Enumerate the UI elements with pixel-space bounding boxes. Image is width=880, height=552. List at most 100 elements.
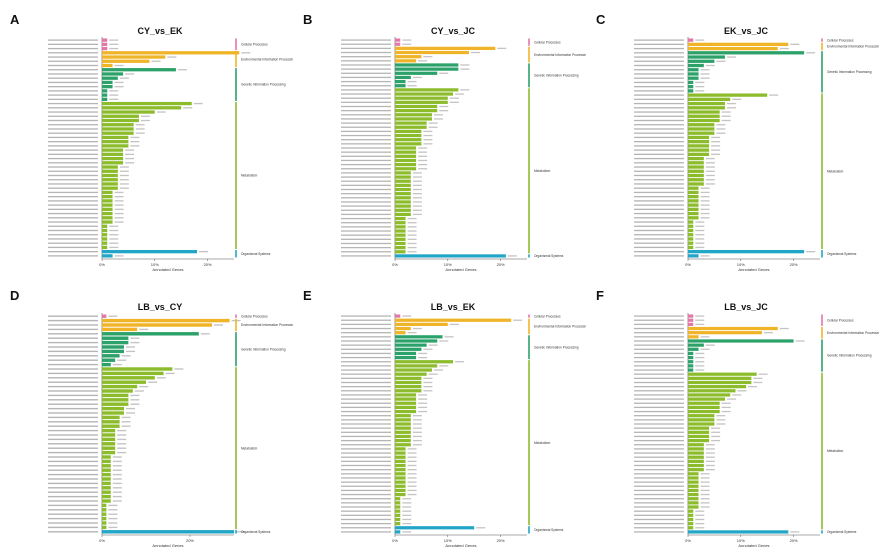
pathway-label-placeholder <box>634 365 684 367</box>
pathway-label-placeholder <box>634 477 684 479</box>
panel-letter: A <box>10 12 20 27</box>
value-label-placeholder <box>711 136 721 139</box>
bar <box>688 463 704 468</box>
pathway-label-placeholder <box>634 315 684 317</box>
pathway-label-placeholder <box>634 195 684 198</box>
bar <box>102 152 124 156</box>
panel-c: C EK_vs_JC Cellular Processes Environment… <box>586 0 879 276</box>
pathway-label-placeholder <box>48 328 98 331</box>
value-label-placeholder <box>700 204 710 206</box>
bar <box>395 372 427 376</box>
bar <box>395 229 406 233</box>
value-label-placeholder <box>214 324 223 326</box>
pathway-label-placeholder <box>341 205 391 207</box>
bar <box>688 530 789 534</box>
value-label-placeholder <box>112 469 122 471</box>
bar <box>395 171 411 175</box>
value-label-placeholder <box>700 73 710 75</box>
bar <box>102 80 113 85</box>
value-label-placeholder <box>721 410 731 413</box>
bar <box>395 414 411 418</box>
value-label-placeholder <box>795 340 805 342</box>
bar <box>102 455 111 459</box>
value-label-placeholder <box>114 217 124 219</box>
pathway-label-placeholder <box>341 477 391 479</box>
bar <box>102 169 118 173</box>
bar <box>688 335 699 339</box>
bar <box>395 59 417 63</box>
value-label-placeholder <box>700 489 710 492</box>
panel-f: F LB_vs_JC Cellular Processes Environment… <box>586 276 879 552</box>
value-label-placeholder <box>130 399 140 401</box>
panel-title: EK_vs_JC <box>723 26 769 36</box>
bar <box>688 76 699 80</box>
bar <box>688 476 699 480</box>
bar <box>102 68 176 72</box>
bar-chart: Cellular Processes Environmental Informat… <box>48 37 293 272</box>
pathway-label-placeholder <box>634 60 684 62</box>
bar <box>102 140 129 144</box>
pathway-label-placeholder <box>48 47 98 50</box>
bar <box>688 156 704 161</box>
value-label-placeholder <box>130 403 140 405</box>
bar <box>102 161 124 165</box>
pathway-label-placeholder <box>48 465 98 467</box>
value-label-placeholder <box>695 225 705 227</box>
bar <box>102 336 129 340</box>
pathway-label-placeholder <box>48 487 98 489</box>
value-label-placeholder <box>418 394 428 396</box>
bar <box>688 190 699 195</box>
bar <box>395 343 427 347</box>
pathway-label-placeholder <box>341 514 391 516</box>
value-label-placeholder <box>119 187 129 189</box>
bar <box>688 360 694 364</box>
bar <box>395 200 411 204</box>
value-label-placeholder <box>407 217 417 220</box>
bar <box>102 254 113 258</box>
bar <box>688 318 694 322</box>
bar <box>102 101 192 106</box>
value-label-placeholder <box>117 451 127 454</box>
pathway-label-placeholder <box>341 139 391 141</box>
pathway-label-placeholder <box>48 90 98 92</box>
group-label-environmental-information-processing: Environmental Information Processing <box>241 323 293 327</box>
pathway-label-placeholder <box>48 315 98 317</box>
bar <box>102 55 166 59</box>
pathway-label-placeholder <box>48 443 98 445</box>
pathway-label-placeholder <box>48 39 98 41</box>
pathway-label-placeholder <box>48 390 98 392</box>
bar <box>102 127 134 131</box>
bar <box>395 192 411 196</box>
pathway-label-placeholder <box>341 402 391 404</box>
bar <box>395 368 432 372</box>
panel-title: CY_vs_JC <box>430 26 476 36</box>
value-label-placeholder <box>112 456 122 458</box>
x-axis-label: Annotated Genes <box>152 543 183 548</box>
pathway-label-placeholder <box>341 473 391 475</box>
value-label-placeholder <box>114 255 124 257</box>
group-label-environmental-information-processing: Environmental Information Processing <box>534 325 586 329</box>
bar <box>395 133 422 138</box>
pathway-label-placeholder <box>634 170 684 172</box>
x-tick-label: 0% <box>392 262 398 267</box>
value-label-placeholder <box>407 234 417 236</box>
pathway-label-placeholder <box>341 352 391 355</box>
bar <box>102 216 113 220</box>
pathway-label-placeholder <box>48 495 98 498</box>
value-label-placeholder <box>407 485 417 487</box>
value-label-placeholder <box>241 52 251 54</box>
pathway-label-placeholder <box>341 246 391 249</box>
pathway-label-placeholder <box>341 43 391 45</box>
bar <box>102 503 107 508</box>
pathway-label-placeholder <box>48 385 98 388</box>
pathway-label-placeholder <box>634 323 684 326</box>
bar <box>688 488 699 493</box>
value-label-placeholder <box>721 111 731 113</box>
value-label-placeholder <box>151 60 161 62</box>
pathway-label-placeholder <box>341 159 391 162</box>
pathway-label-placeholder <box>634 145 684 147</box>
value-label-placeholder <box>412 76 422 79</box>
value-label-placeholder <box>705 448 715 450</box>
value-label-placeholder <box>418 155 428 157</box>
value-label-placeholder <box>790 531 800 533</box>
